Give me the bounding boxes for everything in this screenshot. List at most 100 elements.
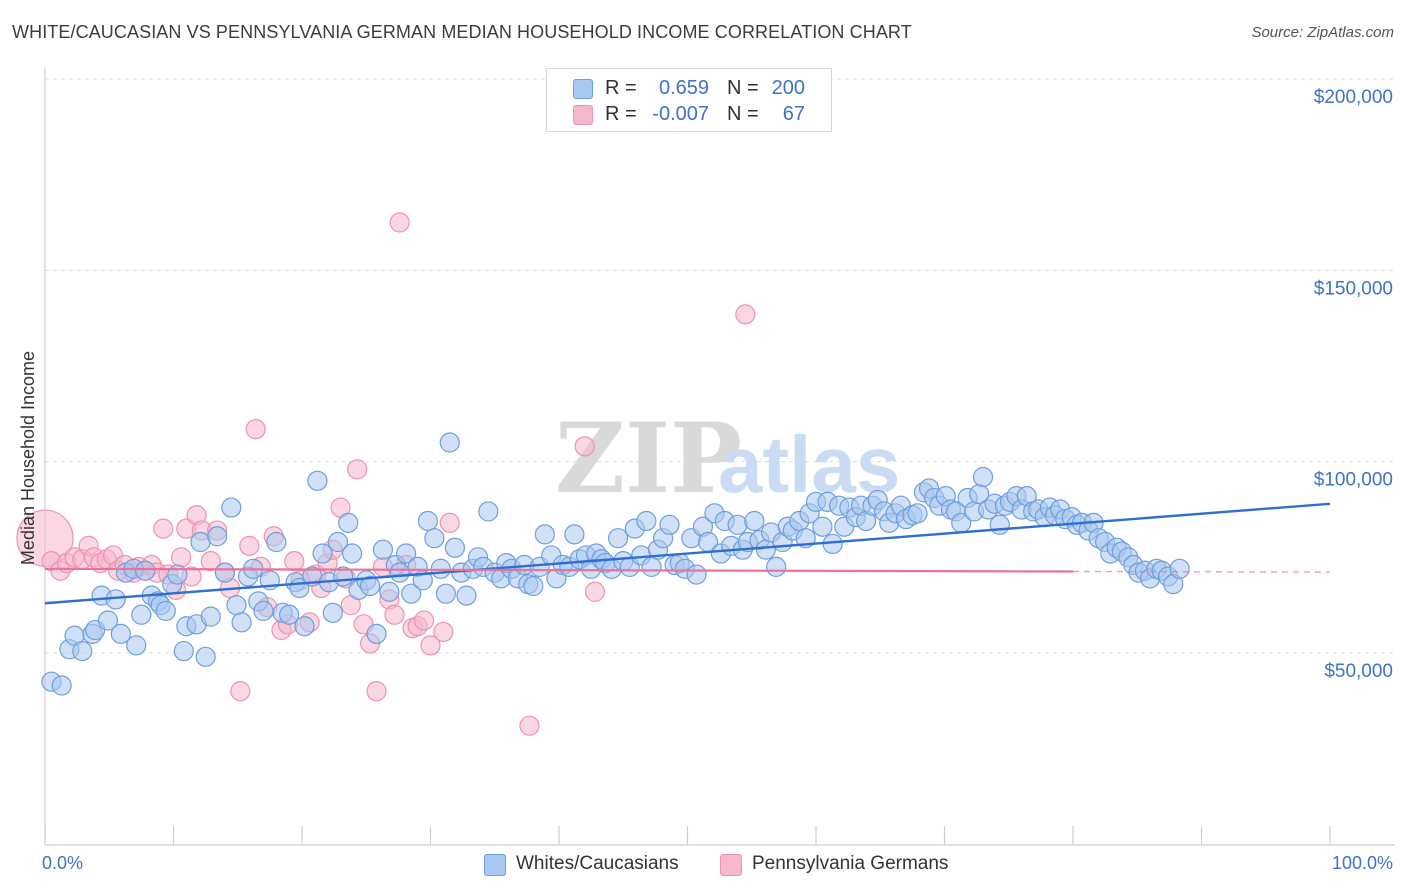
data-point-whites	[379, 581, 400, 602]
data-point-whites	[226, 595, 247, 616]
data-point-whites	[424, 528, 445, 549]
legend-swatch-pa-germans	[720, 854, 742, 876]
data-point-whites	[401, 583, 422, 604]
data-point-pa-germans	[735, 304, 756, 325]
data-point-whites	[312, 543, 333, 564]
data-point-whites	[417, 510, 439, 532]
data-point-whites	[659, 514, 680, 535]
data-point-whites	[395, 543, 417, 564]
data-point-whites	[322, 602, 343, 623]
data-point-whites	[564, 524, 585, 545]
data-point-whites	[727, 514, 748, 535]
data-point-whites	[608, 528, 629, 549]
r-label: R =	[605, 103, 637, 125]
y-tick-label: $100,000	[1314, 470, 1393, 491]
data-point-whites	[135, 560, 156, 581]
data-point-pa-germans	[153, 518, 174, 539]
data-point-whites	[686, 564, 707, 585]
y-tick-label: $50,000	[1324, 661, 1393, 682]
n-value: 67	[782, 103, 805, 125]
legend-label: Pennsylvania Germans	[752, 853, 949, 874]
r-label: R =	[605, 77, 637, 99]
data-point-pa-germans	[239, 535, 260, 556]
data-point-pa-germans	[284, 551, 305, 572]
data-point-whites	[523, 575, 544, 597]
data-point-pa-germans	[519, 715, 540, 736]
data-point-whites	[389, 562, 410, 583]
data-point-pa-germans	[420, 635, 441, 656]
data-point-whites	[155, 600, 176, 622]
data-point-whites	[131, 604, 152, 625]
data-point-pa-germans	[245, 419, 266, 440]
legend-swatch-whites	[484, 854, 506, 876]
data-point-whites	[444, 537, 466, 558]
data-point-whites	[97, 610, 119, 631]
trend-line-pa-germans	[44, 567, 1074, 573]
data-point-pa-germans	[433, 621, 454, 643]
trend-lines	[44, 502, 1331, 605]
data-point-whites	[338, 512, 359, 533]
data-point-whites	[221, 497, 242, 518]
data-point-whites	[266, 531, 287, 553]
stats-legend: R = 0.659 N = 200 R = -0.007 N = 67	[546, 68, 832, 132]
chart-title: WHITE/CAUCASIAN VS PENNSYLVANIA GERMAN M…	[12, 22, 912, 42]
data-point-whites	[360, 575, 381, 597]
data-point-whites	[972, 466, 994, 488]
legend-label: Whites/Caucasians	[516, 853, 679, 874]
data-point-whites	[641, 556, 662, 578]
data-point-whites	[126, 635, 147, 656]
data-point-whites	[200, 606, 221, 627]
data-point-whites	[207, 526, 228, 547]
data-point-whites	[253, 600, 274, 622]
data-point-pa-germans	[584, 581, 606, 602]
tick-labels: $50,000 $100,000 $150,000 $200,000 0.0% 100.0…	[42, 87, 1393, 873]
data-point-whites	[755, 539, 776, 560]
data-point-whites	[744, 510, 765, 532]
data-point-whites	[307, 470, 328, 491]
x-tick-label: 0.0%	[42, 853, 83, 873]
data-point-whites	[110, 623, 131, 644]
data-point-whites	[435, 583, 457, 604]
y-tick-label: $150,000	[1314, 278, 1393, 299]
data-point-whites	[167, 564, 188, 585]
data-point-pa-germans	[366, 681, 387, 702]
data-point-whites	[294, 616, 315, 637]
source-label: Source: ZipAtlas.com	[1251, 24, 1394, 41]
data-point-whites	[195, 646, 216, 667]
data-point-pa-germans	[413, 610, 435, 631]
data-point-whites	[812, 516, 833, 537]
data-point-pa-germans	[200, 551, 221, 572]
swatch-pa-germans	[573, 105, 593, 125]
y-tick-label: $200,000	[1314, 87, 1393, 108]
data-point-pa-germans	[384, 604, 405, 625]
series-legend: Whites/Caucasians Pennsylvania Germans	[0, 852, 1406, 878]
data-point-whites	[366, 623, 387, 644]
data-point-whites	[231, 612, 252, 633]
data-point-pa-germans	[347, 459, 368, 480]
data-point-whites	[51, 675, 72, 696]
trend-line-whites	[44, 502, 1331, 605]
x-tick-label: 100.0%	[1332, 853, 1393, 873]
data-point-whites	[279, 604, 300, 625]
data-point-whites	[478, 501, 499, 522]
data-point-whites	[1169, 558, 1190, 579]
data-point-pa-germans	[439, 512, 460, 533]
data-point-whites	[214, 562, 235, 583]
data-point-whites	[439, 432, 460, 453]
data-point-whites	[327, 531, 349, 553]
data-point-whites	[173, 640, 194, 662]
data-point-whites	[342, 543, 363, 564]
y-axis-label: Median Household Income	[18, 351, 38, 565]
axes	[44, 68, 1395, 846]
swatch-whites	[573, 79, 593, 99]
data-point-whites	[766, 556, 787, 578]
n-label: N =	[727, 77, 759, 99]
data-point-pa-germans	[230, 681, 251, 702]
data-point-pa-germans	[171, 547, 192, 568]
r-value: -0.007	[652, 103, 709, 125]
svg-text:ZIP: ZIP	[555, 402, 742, 515]
n-label: N =	[727, 103, 759, 125]
stats-row-pa-germans: R = -0.007 N = 67	[547, 101, 831, 127]
data-point-whites	[534, 524, 555, 545]
